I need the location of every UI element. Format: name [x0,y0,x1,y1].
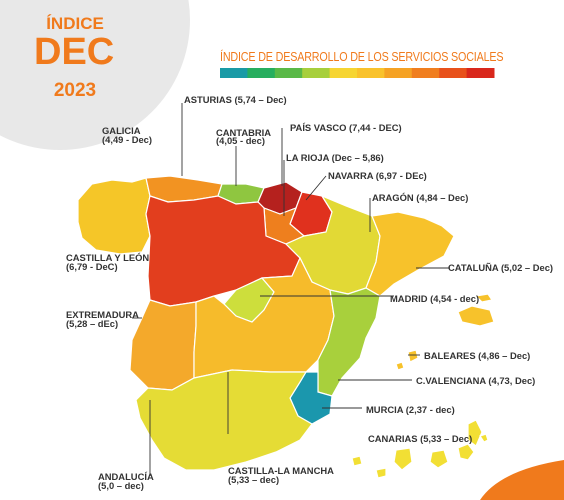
legend-swatch [302,68,331,78]
label-pais-vasco: PAÍS VASCO (7,44 - DEC) [290,122,402,133]
label-castilla-leon: CASTILLA Y LEÓN (6,79 - DeC) [66,253,149,271]
label-galicia-value: (4,49 - Dec) [102,134,153,145]
spain-map [77,175,495,479]
label-castilla-la-mancha: CASTILLA-LA MANCHA (5,33 – dec) [228,466,334,484]
label-c-valenciana: C.VALENCIANA (4,73, Dec) [416,375,536,386]
legend-swatch [439,68,468,78]
label-andalucia-name: ANDALUCÍA [98,471,154,482]
region-canarias[interactable] [351,419,489,479]
label-murcia: MURCIA (2,37 - dec) [366,404,455,415]
legend-swatch [357,68,385,78]
region-galicia[interactable] [77,177,151,255]
legend-swatch [329,68,358,78]
label-cantabria-value: (4,05 - dec) [216,135,265,146]
label-galicia: GALICIA (4,49 - Dec) [102,126,152,144]
badge-background-shape [0,0,190,150]
label-andalucia: ANDALUCÍA (5,0 – dec) [98,472,154,490]
label-extremadura: EXTREMADURA (5,28 – dEc) [66,310,139,328]
corner-decoration [480,460,564,500]
label-castilla-la-mancha-value: (5,33 – dec) [228,474,280,485]
leader-lines [132,103,450,476]
region-cataluna[interactable] [365,211,455,297]
legend-swatch [411,68,440,78]
label-asturias: ASTURIAS (5,74 – Dec) [184,94,287,105]
badge-line1: ÍNDICE [46,14,104,33]
label-cataluna: CATALUÑA (5,02 – Dec) [448,262,554,273]
region-andalucia[interactable] [135,369,313,471]
label-extremadura-value: (5,28 – dEc) [66,318,119,329]
label-aragon: ARAGÓN (4,84 – Dec) [372,192,469,203]
legend-swatch [220,68,248,78]
legend-swatch [384,68,413,78]
label-cantabria: CANTABRIA (4,05 - dec) [216,127,272,146]
label-extremadura-name: EXTREMADURA [66,309,139,320]
label-galicia-name: GALICIA [102,125,141,136]
label-castilla-leon-value: (6,79 - DeC) [66,261,118,272]
badge-line2: DEC [34,31,115,73]
legend-swatch [466,68,495,78]
region-baleares[interactable] [395,293,495,371]
region-extremadura[interactable] [129,299,197,391]
label-castilla-la-mancha-name: CASTILLA-LA MANCHA [228,465,334,476]
label-navarra: NAVARRA (6,97 - DEc) [328,170,427,181]
label-castilla-leon-name: CASTILLA Y LEÓN [66,252,150,263]
label-la-rioja: LA RIOJA (Dec – 5,86) [286,152,384,163]
label-baleares: BALEARES (4,86 – Dec) [424,350,531,361]
label-andalucia-value: (5,0 – dec) [98,480,144,491]
legend-swatch [274,68,303,78]
label-madrid: MADRID (4,54 - dec) [390,293,480,304]
badge-line3: 2023 [53,80,97,101]
legend-title: ÍNDICE DE DESARROLLO DE LOS SERVICIOS SO… [220,50,504,64]
label-canarias: CANARIAS (5,33 – Dec) [368,433,473,444]
label-cantabria-name: CANTABRIA [216,127,272,138]
legend-color-bar [220,68,495,78]
legend-swatch [247,68,276,78]
